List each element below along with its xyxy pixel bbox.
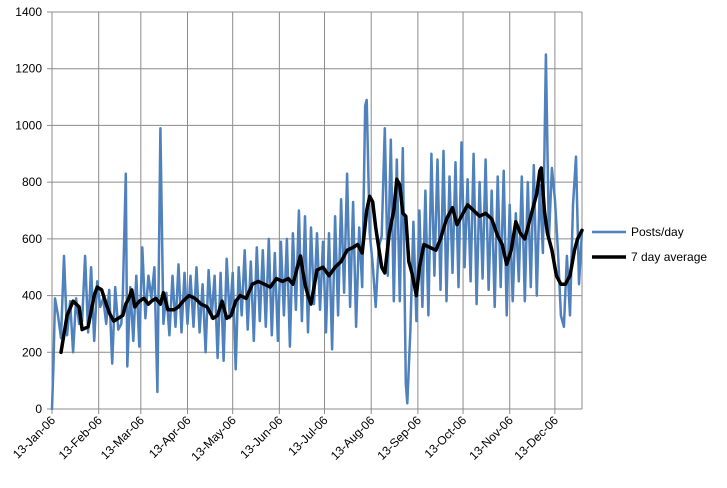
x-tick-label: 13-Aug-06 [328,413,378,463]
legend: Posts/day 7 day average [592,225,707,264]
y-tick-label: 400 [22,289,42,303]
x-tick-label: 13-Jan-06 [10,413,58,461]
series-layer [50,53,584,411]
series-line-7-day-average [59,166,584,355]
x-tick-label: 13-Jul-06 [285,413,331,459]
y-tick-label: 1200 [15,62,42,76]
x-tick-label: 13-May-06 [188,413,239,464]
x-tick-label: 13-Jun-06 [237,413,285,461]
x-tick-label: 13-Apr-06 [146,413,194,461]
legend-label-posts-per-day: Posts/day [631,225,684,239]
x-tick-label: 13-Sep-06 [374,413,424,463]
x-tick-label: 13-Mar-06 [98,413,147,462]
y-tick-label: 1400 [15,5,42,19]
y-tick-label: 0 [35,402,42,416]
x-tick-label: 13-Feb-06 [56,413,105,462]
y-tick-label: 800 [22,175,42,189]
y-tick-labels: 0 200 400 600 800 1000 1200 1400 [15,5,42,416]
x-tick-label: 13-Dec-06 [511,413,561,463]
y-tick-label: 200 [22,345,42,359]
vertical-gridlines [51,12,583,414]
axes [47,11,582,410]
legend-label-7-day-average: 7 day average [631,250,707,264]
series-line-posts-per-day [50,53,584,411]
x-tick-label: 13-Oct-06 [422,413,470,461]
x-tick-label: 13-Nov-06 [466,413,516,463]
y-tick-label: 600 [22,232,42,246]
y-tick-label: 1000 [15,118,42,132]
